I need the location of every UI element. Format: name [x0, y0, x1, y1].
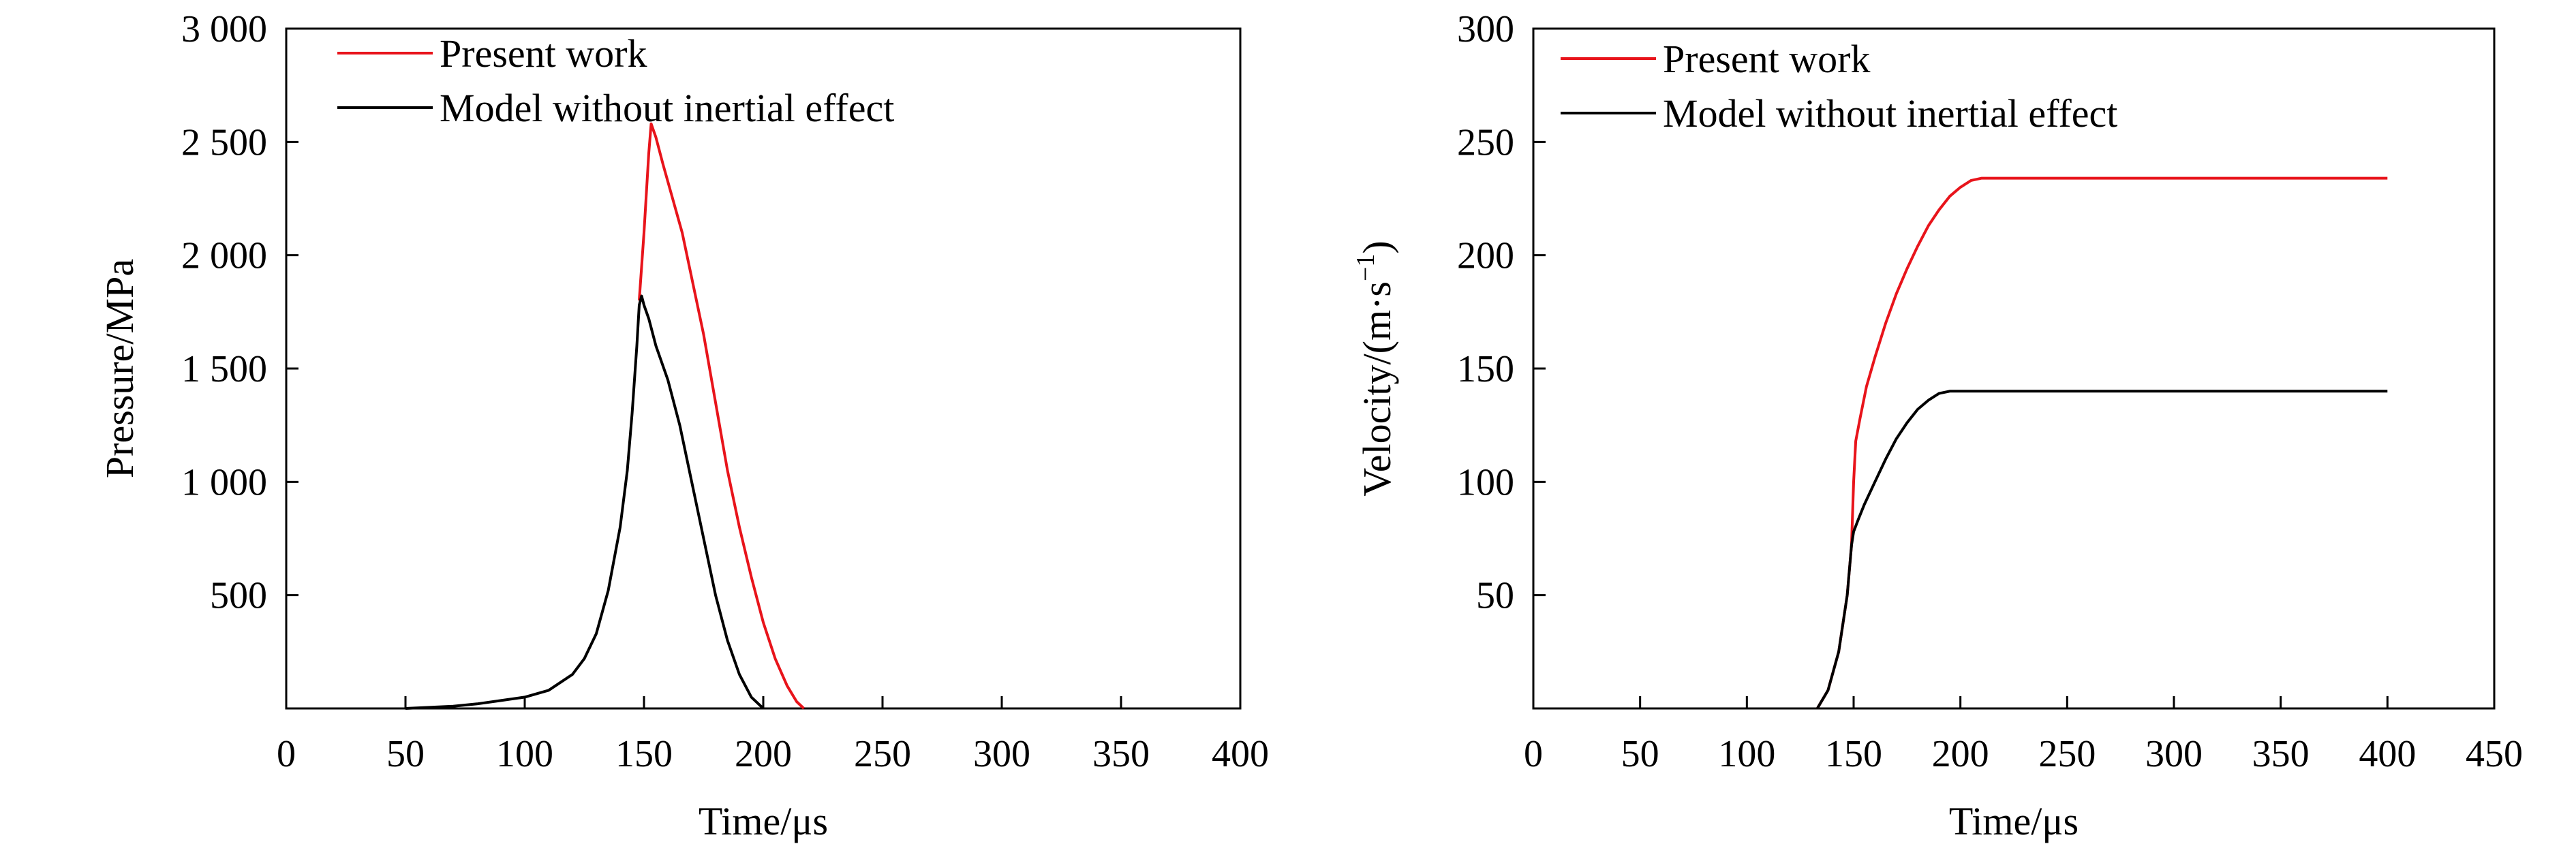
y-tick-label: 2 000	[181, 235, 267, 277]
legend-present-work-label: Present work	[440, 31, 647, 76]
x-tick-label: 200	[735, 733, 792, 775]
legend-inertia-free-label: Model without inertial effect	[440, 86, 894, 130]
velocity-chart: 0 50 100 150 200 250 300 350 400 450 50 100 150 200 25…	[1351, 8, 2523, 843]
inertia-free-model-line	[1815, 390, 2388, 710]
x-tick-label: 100	[1718, 733, 1775, 775]
y-axis-title-superscript: −1	[1351, 254, 1380, 281]
y-axis-title: Velocity/(m·s−1)	[1351, 240, 1399, 496]
legend-inertia-free-label: Model without inertial effect	[1663, 91, 2117, 136]
x-tick-label: 0	[277, 733, 296, 775]
inertia-free-model-line	[405, 294, 765, 710]
x-tick-label: 300	[2145, 733, 2203, 775]
x-tick-label: 450	[2466, 733, 2523, 775]
x-tick-label: 400	[2359, 733, 2416, 775]
present-work-line	[1815, 176, 2388, 710]
x-tick-label: 300	[973, 733, 1030, 775]
x-tick-label: 150	[1825, 733, 1882, 775]
x-tick-label: 200	[1932, 733, 1989, 775]
x-tick-label: 350	[2252, 733, 2310, 775]
y-tick-label: 250	[1457, 121, 1514, 163]
x-tick-label: 0	[1524, 733, 1543, 775]
y-tick-label: 200	[1457, 235, 1514, 277]
y-tick-label: 1 000	[181, 461, 267, 503]
y-tick-label: 1 500	[181, 348, 267, 390]
x-tick-label: 250	[854, 733, 911, 775]
x-axis-title: Time/μs	[699, 799, 828, 843]
y-tick-label: 150	[1457, 348, 1514, 390]
x-tick-label: 100	[496, 733, 553, 775]
x-tick-label: 50	[1621, 733, 1659, 775]
x-tick-label: 250	[2038, 733, 2096, 775]
y-axis-title: Pressure/MPa	[97, 259, 142, 478]
y-tick-label: 300	[1457, 8, 1514, 50]
pressure-chart: 0 50 100 150 200 250 300 350 400 500 1 000 1 500 2 0…	[97, 8, 1269, 843]
x-tick-label: 150	[615, 733, 673, 775]
x-tick-label: 50	[386, 733, 425, 775]
y-axis-title-close: )	[1355, 240, 1399, 253]
y-axis-title-main: Velocity/(m·s	[1355, 281, 1399, 497]
x-tick-label: 400	[1212, 733, 1269, 775]
legend-present-work-label: Present work	[1663, 37, 1870, 81]
y-tick-label: 2 500	[181, 121, 267, 163]
plot-frame	[285, 27, 1242, 710]
present-work-line	[638, 122, 805, 710]
y-tick-label: 500	[210, 575, 267, 617]
y-tick-label: 3 000	[181, 8, 267, 50]
y-tick-label: 100	[1457, 461, 1514, 503]
x-tick-label: 350	[1092, 733, 1150, 775]
x-axis-title: Time/μs	[1949, 799, 2079, 843]
y-tick-label: 50	[1476, 575, 1514, 617]
